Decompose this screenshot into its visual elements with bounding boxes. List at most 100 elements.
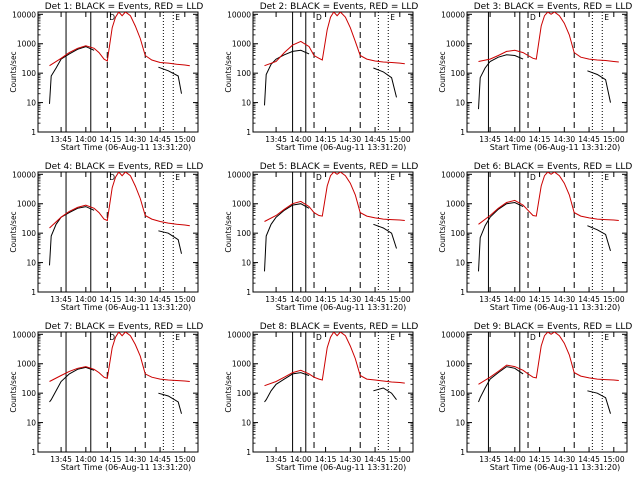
- y-axis-label: Counts/sec: [9, 51, 18, 92]
- plot-frame: [252, 171, 414, 293]
- x-tick-label: 13:45: [479, 295, 501, 304]
- x-tick-label: 15:00: [389, 135, 411, 144]
- x-axis-label: Start Time (06-Aug-11 13:31:20): [61, 303, 192, 312]
- y-tick-label: 10000: [227, 330, 251, 339]
- plot-frame: [37, 171, 199, 293]
- x-tick-label: 14:45: [364, 455, 386, 464]
- lld-series-line: [264, 172, 405, 222]
- y-tick-label: 10: [241, 259, 251, 268]
- y-axis-label: Counts/sec: [438, 371, 447, 412]
- x-tick-label: 14:15: [100, 295, 122, 304]
- x-tick-label: 14:15: [100, 135, 122, 144]
- x-tick-label: 14:45: [578, 455, 600, 464]
- panel-title: Det 3: BLACK = Events, RED = LLD: [474, 2, 633, 12]
- y-tick-label: 100: [237, 389, 252, 398]
- lld-series-line: [49, 172, 190, 229]
- lld-series-line: [478, 12, 619, 63]
- y-axis-label: Counts/sec: [438, 51, 447, 92]
- x-tick-label: 13:45: [479, 135, 501, 144]
- events-series-line: [478, 54, 524, 110]
- events-series-line-tail: [158, 392, 182, 414]
- annotation-label: E: [604, 13, 609, 22]
- y-tick-label: 1000: [17, 40, 36, 49]
- y-tick-label: 1: [246, 448, 251, 457]
- x-tick-label: 14:15: [315, 135, 337, 144]
- y-axis-label: Counts/sec: [9, 371, 18, 412]
- lld-series-line: [478, 332, 619, 385]
- x-tick-label: 14:00: [504, 295, 526, 304]
- y-tick-label: 1000: [446, 200, 465, 209]
- x-tick-label: 13:45: [50, 135, 72, 144]
- y-tick-label: 10: [26, 419, 36, 428]
- events-series-line-tail: [158, 230, 182, 254]
- x-axis-label: Start Time (06-Aug-11 13:31:20): [490, 143, 621, 152]
- x-axis-label: Start Time (06-Aug-11 13:31:20): [61, 463, 192, 472]
- annotation-label: D: [316, 333, 322, 342]
- x-tick-label: 14:30: [554, 455, 576, 464]
- x-tick-label: 14:30: [125, 135, 147, 144]
- y-tick-label: 1000: [17, 360, 36, 369]
- y-tick-label: 1: [246, 128, 251, 137]
- y-tick-label: 1: [31, 288, 36, 297]
- x-tick-label: 14:30: [340, 135, 362, 144]
- x-tick-label: 14:00: [75, 295, 97, 304]
- plot-frame: [252, 11, 414, 133]
- detector-panel-9: Det 9: BLACK = Events, RED = LLD 1 10 100 10…: [438, 322, 632, 472]
- x-tick-label: 14:00: [290, 455, 312, 464]
- plot-frame: [37, 11, 199, 133]
- events-series-line: [49, 366, 95, 403]
- events-series-line-tail: [587, 390, 611, 414]
- x-tick-label: 14:00: [504, 455, 526, 464]
- x-tick-label: 14:00: [290, 295, 312, 304]
- x-axis-label: Start Time (06-Aug-11 13:31:20): [490, 463, 621, 472]
- x-tick-label: 14:15: [315, 455, 337, 464]
- lld-series-line: [264, 12, 405, 67]
- y-axis-label: Counts/sec: [9, 211, 18, 252]
- panel-title: Det 2: BLACK = Events, RED = LLD: [260, 2, 419, 12]
- annotation-label: E: [175, 173, 180, 182]
- plot-frame: [466, 331, 628, 453]
- y-tick-label: 10000: [441, 170, 465, 179]
- annotation-label: D: [316, 173, 322, 182]
- annotation-label: E: [390, 13, 395, 22]
- y-tick-label: 1: [460, 448, 465, 457]
- x-tick-label: 14:15: [529, 455, 551, 464]
- y-tick-label: 100: [237, 229, 252, 238]
- panel-title: Det 9: BLACK = Events, RED = LLD: [474, 322, 633, 332]
- x-tick-label: 14:30: [554, 295, 576, 304]
- x-tick-label: 15:00: [603, 455, 625, 464]
- y-tick-label: 10: [26, 99, 36, 108]
- annotation-label: D: [109, 333, 115, 342]
- detector-panel-5: Det 5: BLACK = Events, RED = LLD 1 10 100 10…: [224, 162, 418, 312]
- panel-title: Det 7: BLACK = Events, RED = LLD: [45, 322, 204, 332]
- x-tick-label: 13:45: [50, 295, 72, 304]
- detector-panel-1: Det 1: BLACK = Events, RED = LLD 1 10 100 10…: [9, 2, 203, 152]
- x-tick-label: 14:15: [529, 135, 551, 144]
- events-series-line-tail: [158, 66, 182, 94]
- x-axis-label: Start Time (06-Aug-11 13:31:20): [276, 303, 407, 312]
- detector-panel-7: Det 7: BLACK = Events, RED = LLD 1 10 100 10…: [9, 322, 203, 472]
- detector-panel-6: Det 6: BLACK = Events, RED = LLD 1 10 100 10…: [438, 162, 632, 312]
- y-axis-label: Counts/sec: [224, 211, 233, 252]
- annotation-label: E: [175, 333, 180, 342]
- x-tick-label: 14:15: [100, 455, 122, 464]
- panel-title: Det 1: BLACK = Events, RED = LLD: [45, 2, 204, 12]
- annotation-label: E: [390, 333, 395, 342]
- events-series-line-tail: [373, 67, 397, 98]
- y-tick-label: 100: [22, 69, 37, 78]
- x-tick-label: 15:00: [174, 455, 196, 464]
- x-tick-label: 14:00: [75, 455, 97, 464]
- y-tick-label: 10000: [12, 330, 36, 339]
- panel-title: Det 6: BLACK = Events, RED = LLD: [474, 162, 633, 172]
- x-tick-label: 13:45: [50, 455, 72, 464]
- events-series-line: [49, 46, 95, 104]
- x-axis-label: Start Time (06-Aug-11 13:31:20): [61, 143, 192, 152]
- y-tick-label: 100: [237, 69, 252, 78]
- y-tick-label: 10: [455, 259, 465, 268]
- y-tick-label: 10000: [227, 170, 251, 179]
- y-tick-label: 10000: [441, 330, 465, 339]
- y-tick-label: 1: [460, 128, 465, 137]
- x-axis-label: Start Time (06-Aug-11 13:31:20): [490, 303, 621, 312]
- events-series-line: [478, 201, 524, 272]
